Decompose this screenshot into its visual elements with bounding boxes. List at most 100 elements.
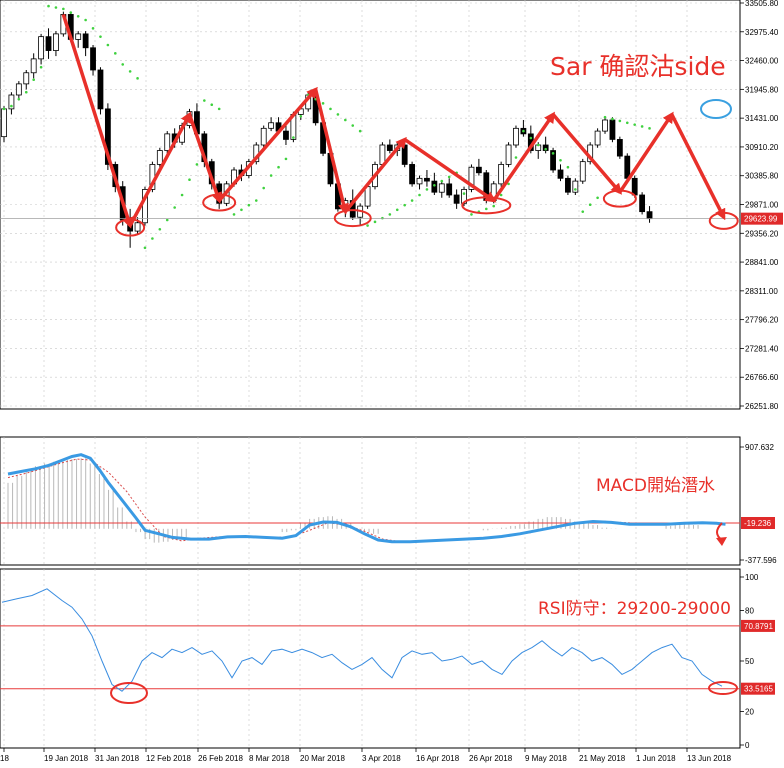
candle	[90, 44, 96, 76]
candle	[82, 31, 89, 57]
date-tick-label: 26 Feb 2018	[198, 754, 243, 763]
candle-body	[1, 108, 7, 138]
sar-dot	[403, 203, 406, 207]
candle	[164, 131, 171, 154]
price-tick-label: 31431.00	[745, 114, 779, 123]
sar-dot	[351, 124, 355, 127]
price-tick-label: 31945.80	[745, 85, 779, 94]
red-circle	[708, 211, 739, 230]
candle	[557, 164, 564, 182]
candle-body	[268, 122, 275, 129]
sar-dot	[492, 204, 496, 208]
sar-dot	[574, 188, 577, 191]
macd-tick-label: 907.632	[745, 443, 774, 452]
sar-dot	[551, 152, 555, 155]
candle-body	[550, 150, 556, 171]
sar-dot	[559, 158, 562, 162]
price-tick-label: 32460.00	[745, 57, 779, 66]
sar-dot	[128, 70, 132, 73]
candle-body	[579, 161, 586, 182]
sar-dot	[433, 183, 436, 187]
candle-body	[505, 144, 512, 165]
sar-dot	[76, 14, 80, 18]
candle-body	[97, 69, 104, 110]
macd-tag-bg	[741, 517, 775, 529]
sar-dot	[32, 78, 35, 82]
price-tick-label: 29356.20	[745, 229, 779, 238]
sar-dot	[232, 213, 236, 216]
sar-dot	[292, 136, 295, 139]
sar-dot	[440, 179, 444, 183]
macd-axis: 907.632 -19.236 -377.596	[740, 443, 777, 565]
candle-body	[639, 194, 646, 213]
zigzag-arrow	[128, 111, 192, 227]
candle	[602, 117, 608, 134]
candle	[550, 147, 556, 173]
sar-dot	[581, 210, 585, 213]
macd-histogram	[7, 458, 699, 543]
price-tick-label: 30385.80	[745, 172, 779, 181]
sar-dot	[344, 118, 347, 122]
candle	[38, 33, 44, 65]
candle-body	[424, 177, 430, 182]
candle-body	[468, 166, 475, 190]
zigzag-arrow	[551, 113, 623, 195]
candle-body	[609, 119, 616, 140]
candle-body	[542, 144, 549, 151]
rsi-tag-bg	[741, 682, 775, 695]
sar-dot	[507, 182, 510, 186]
price-tick-label: 28841.00	[745, 258, 779, 267]
sar-dot	[151, 237, 154, 240]
date-tick-label: 1 Jun 2018	[636, 754, 676, 763]
rsi-tick-label: 100	[745, 573, 759, 582]
rsi-panel: RSI防守：29200-29000	[0, 568, 741, 749]
sar-dot	[611, 117, 614, 121]
sar-dot	[366, 224, 369, 227]
candle-body	[156, 150, 163, 165]
candle	[75, 31, 82, 48]
red-circle	[115, 218, 146, 237]
last-price-tag: 29623.99	[741, 212, 783, 225]
sar-dot	[462, 192, 466, 195]
sar-dot	[648, 127, 651, 130]
sar-dot	[618, 119, 622, 123]
parabolic-sar-dots	[2, 4, 651, 250]
date-tick-label: 9 May 2018	[525, 754, 567, 763]
candle	[639, 192, 646, 215]
sar-dot	[54, 6, 58, 9]
sar-dot	[544, 147, 547, 151]
macd-panel: MACD開始潛水	[0, 436, 741, 566]
date-tick-label: 20 Mar 2018	[300, 754, 345, 763]
sar-dot	[373, 220, 377, 224]
sar-dot	[247, 203, 251, 207]
sar-dot	[203, 99, 206, 102]
candle	[53, 31, 59, 57]
sar-dot	[321, 102, 325, 105]
rsi-tick-label: 0	[745, 741, 750, 750]
zigzag-arrow	[61, 13, 134, 229]
candle-body	[104, 108, 111, 165]
sar-dot	[388, 213, 392, 216]
price-tick-label: 30910.20	[745, 143, 779, 152]
candle	[97, 67, 104, 115]
sar-dot	[262, 186, 266, 190]
sar-dot	[425, 188, 429, 191]
candle-body	[602, 119, 608, 132]
candle	[30, 53, 37, 79]
rsi-tick-label: 50	[745, 657, 754, 666]
candle	[386, 139, 393, 154]
candle-body	[38, 36, 44, 60]
candle-body	[594, 130, 601, 146]
zigzag-arrow	[670, 113, 726, 221]
candle-body	[364, 186, 371, 207]
sar-dot	[358, 129, 362, 133]
macd-tick-label: -377.596	[745, 556, 777, 565]
candle-body	[283, 130, 289, 140]
sar-dot	[188, 178, 191, 182]
sar-dot	[418, 193, 421, 197]
red-circle	[333, 209, 372, 228]
candle	[616, 136, 623, 159]
date-tick-label: 8 Mar 2018	[249, 754, 290, 763]
red-circle	[461, 196, 512, 215]
price-axis: 33505.80 32975.40 32460.00 31945.80 31431.00…	[740, 0, 783, 411]
